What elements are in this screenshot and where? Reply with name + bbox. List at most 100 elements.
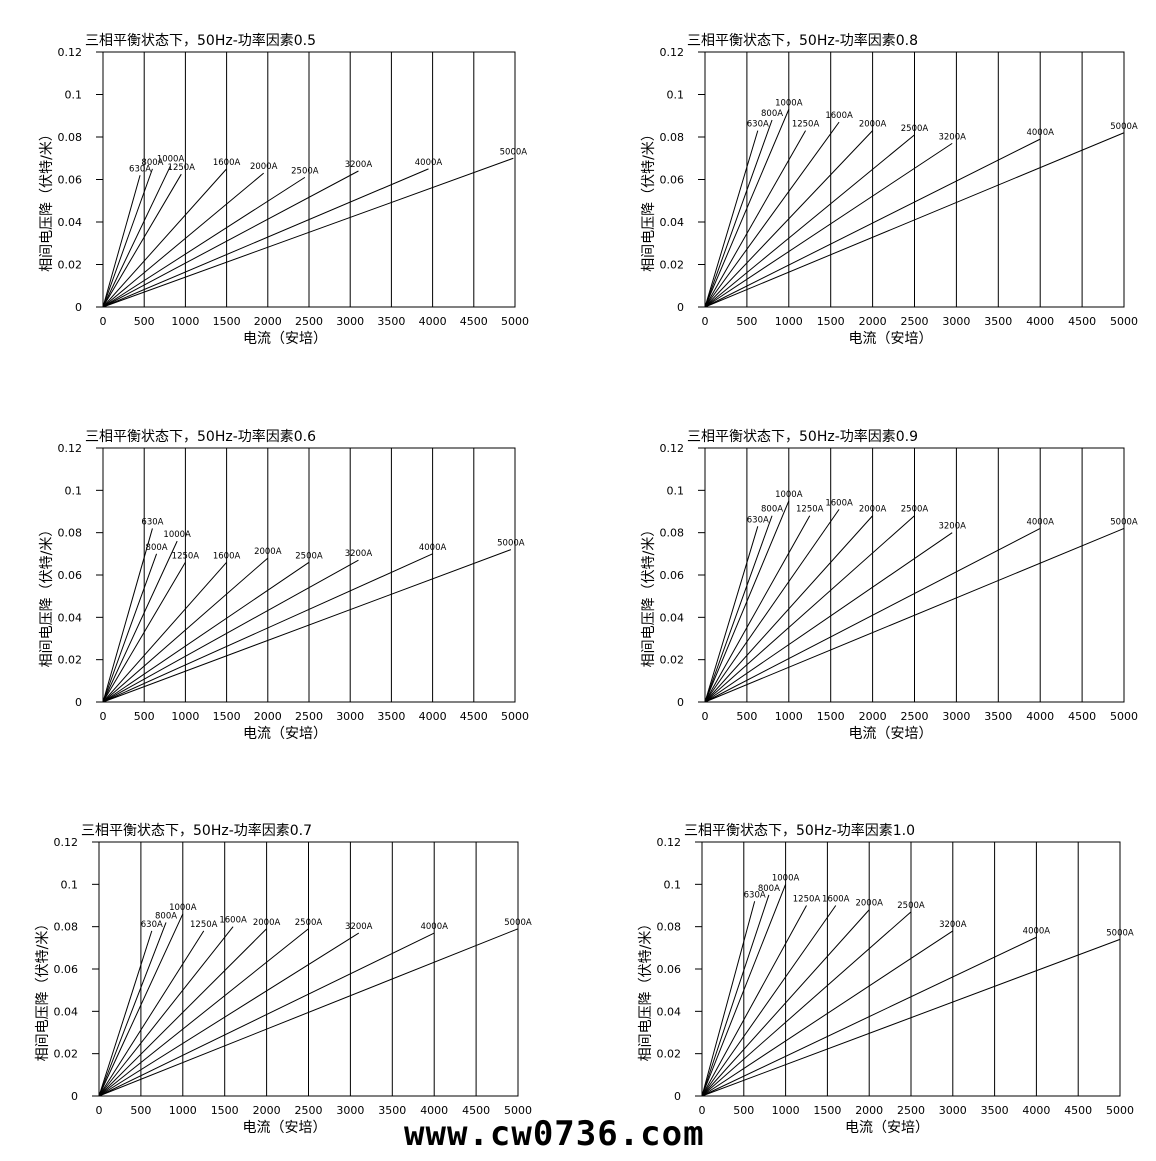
series-label: 1000A <box>157 155 185 165</box>
x-tick-label: 4500 <box>1068 710 1096 723</box>
y-tick-label: 0.08 <box>58 527 83 540</box>
series-line <box>102 559 359 703</box>
x-tick-label: 5000 <box>504 1104 532 1117</box>
series-label: 4000A <box>1026 517 1054 527</box>
y-tick-label: 0.1 <box>65 89 83 102</box>
series-label: 5000A <box>504 918 532 928</box>
x-tick-label: 0 <box>100 315 107 328</box>
y-tick-label: 0 <box>677 696 684 709</box>
x-tick-label: 3500 <box>377 315 405 328</box>
x-tick-label: 4500 <box>460 315 488 328</box>
series-label: 2000A <box>253 918 281 928</box>
series-label: 3200A <box>345 549 373 559</box>
series-label: 1600A <box>822 895 850 905</box>
chart-panel: 三相平衡状态下，50Hz-功率因素0.5 0 500 1000 1500 2000 2500… <box>39 32 529 347</box>
series-line <box>102 540 178 703</box>
y-tick-label: 0.08 <box>657 921 682 934</box>
x-tick-label: 1500 <box>213 315 241 328</box>
series-label: 2000A <box>254 547 282 557</box>
x-tick-label: 2500 <box>901 710 929 723</box>
series-line <box>704 130 806 308</box>
y-tick-label: 0 <box>677 301 684 314</box>
watermark-text: www.cw0736.com <box>404 1114 705 1154</box>
chart-panel: 三相平衡状态下，50Hz-功率因素0.6 0 500 1000 1500 2000 2500… <box>39 428 529 742</box>
x-tick-label: 2500 <box>901 315 929 328</box>
series-label: 630A <box>744 890 766 900</box>
series-line <box>102 562 186 703</box>
x-tick-label: 1500 <box>817 315 845 328</box>
y-axis-label: 相间电压降（伏特/米） <box>641 523 657 668</box>
series-line <box>102 170 359 308</box>
x-tick-label: 1500 <box>213 710 241 723</box>
y-tick-label: 0.08 <box>660 131 685 144</box>
y-tick-label: 0.1 <box>61 878 79 891</box>
series-label: 800A <box>141 158 163 168</box>
y-axis-label: 相间电压降（伏特/米） <box>39 127 55 272</box>
series-line <box>701 911 912 1097</box>
series-line <box>98 926 234 1097</box>
y-tick-label: 0.04 <box>657 1005 682 1018</box>
y-tick-label: 0.02 <box>657 1048 682 1061</box>
x-axis-label: 电流（安培） <box>849 726 933 742</box>
x-tick-label: 5000 <box>1106 1104 1134 1117</box>
x-tick-label: 1500 <box>817 710 845 723</box>
x-tick-label: 1000 <box>171 315 199 328</box>
y-tick-label: 0.1 <box>667 484 685 497</box>
series-line <box>701 909 870 1097</box>
series-label: 2000A <box>859 120 887 130</box>
series-line <box>102 176 306 308</box>
x-tick-label: 3000 <box>336 315 364 328</box>
series-label: 1250A <box>796 505 824 515</box>
series-line <box>704 142 953 308</box>
series-line <box>102 553 433 703</box>
series-label: 5000A <box>497 539 525 549</box>
x-tick-label: 1000 <box>169 1104 197 1117</box>
x-tick-label: 2000 <box>254 315 282 328</box>
series-line <box>102 157 514 308</box>
series-label: 4000A <box>1023 926 1051 936</box>
y-tick-label: 0.06 <box>660 174 685 187</box>
series-label: 630A <box>747 120 769 130</box>
series-label: 630A <box>129 164 151 174</box>
y-tick-label: 0.06 <box>58 569 83 582</box>
series-label: 800A <box>758 884 780 894</box>
y-tick-label: 0 <box>674 1090 681 1103</box>
x-tick-label: 3000 <box>939 1104 967 1117</box>
x-tick-label: 500 <box>733 1104 754 1117</box>
x-tick-label: 500 <box>134 710 155 723</box>
series-line <box>102 549 512 703</box>
x-tick-label: 2000 <box>855 1104 883 1117</box>
series-label: 630A <box>141 517 163 527</box>
series-label: 2500A <box>897 901 925 911</box>
x-tick-label: 1000 <box>775 710 803 723</box>
y-axis-label: 相间电压降（伏特/米） <box>35 917 51 1062</box>
y-tick-label: 0.04 <box>660 216 685 229</box>
x-tick-label: 1500 <box>813 1104 841 1117</box>
series-line <box>102 172 265 308</box>
x-tick-label: 5000 <box>501 710 529 723</box>
y-tick-label: 0.08 <box>660 527 685 540</box>
series-line <box>102 561 227 703</box>
series-line <box>98 932 435 1097</box>
x-tick-label: 5000 <box>501 315 529 328</box>
chart-panel: 三相平衡状态下，50Hz-功率因素0.8 0 500 1000 1500 2000 2500… <box>641 32 1138 347</box>
series-label: 5000A <box>1106 928 1134 938</box>
series-line <box>701 905 837 1097</box>
x-tick-label: 3500 <box>377 710 405 723</box>
series-label: 2000A <box>250 162 278 172</box>
chart-title: 三相平衡状态下，50Hz-功率因素0.6 <box>85 428 316 445</box>
chart-title: 三相平衡状态下，50Hz-功率因素0.5 <box>85 32 316 49</box>
series-line <box>704 526 759 703</box>
y-tick-label: 0.06 <box>54 963 79 976</box>
x-axis-label: 电流（安培） <box>243 1120 327 1136</box>
series-line <box>704 527 1125 703</box>
y-tick-label: 0.02 <box>660 259 685 272</box>
series-label: 4000A <box>419 543 447 553</box>
series-label: 800A <box>146 543 168 553</box>
series-line <box>98 922 167 1097</box>
x-tick-label: 500 <box>736 315 757 328</box>
series-label: 1000A <box>772 873 800 883</box>
x-tick-label: 4000 <box>1026 315 1054 328</box>
series-line <box>704 138 1041 308</box>
series-line <box>98 913 184 1097</box>
